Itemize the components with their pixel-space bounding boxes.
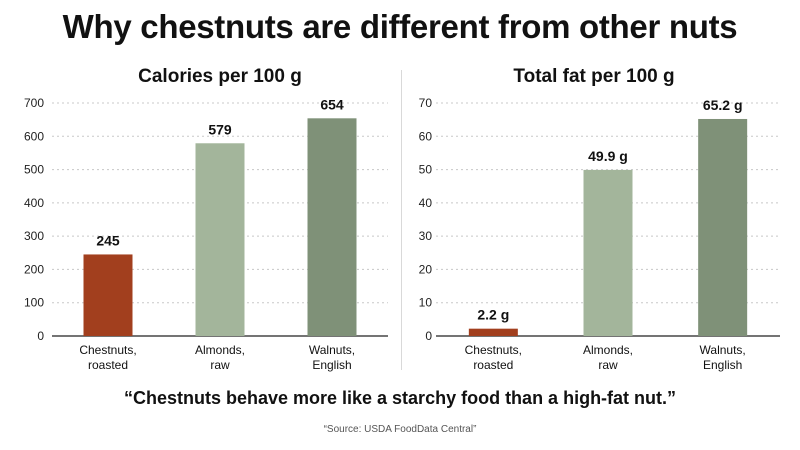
fat-category-label: Almonds, raw — [583, 343, 633, 372]
calories-y-tick-label: 200 — [24, 262, 44, 276]
source-note: “Source: USDA FoodData Central” — [323, 424, 477, 435]
fat-bar — [583, 169, 633, 336]
calories-y-tick-label: 400 — [24, 196, 44, 210]
fat-y-tick-label: 60 — [419, 129, 433, 143]
calories-category-label: Walnuts, English — [309, 343, 355, 372]
calories-y-tick-label: 300 — [24, 229, 44, 243]
fat-category-label: Walnuts, English — [700, 343, 746, 372]
fat-chart: 0 10 20 30 40 50 60 70 2.2 g Chestnuts, roasted 49.… — [419, 96, 780, 372]
fat-value-label: 49.9 g — [588, 148, 628, 164]
calories-bar — [195, 143, 245, 336]
fat-y-tick-label: 70 — [419, 96, 433, 110]
fat-bar — [698, 118, 748, 336]
fat-category-label: Chestnuts, roasted — [465, 343, 522, 372]
fat-value-label: 2.2 g — [477, 307, 509, 323]
calories-y-tick-label: 700 — [24, 96, 44, 110]
fat-chart-title: Total fat per 100 g — [513, 66, 675, 87]
fat-y-tick-label: 20 — [419, 262, 433, 276]
calories-value-label: 579 — [208, 121, 232, 137]
calories-category-label: Chestnuts, roasted — [79, 343, 136, 372]
calories-y-tick-label: 100 — [24, 296, 44, 310]
calories-bar — [83, 254, 133, 336]
calories-value-label: 245 — [96, 232, 120, 248]
fat-y-tick-label: 30 — [419, 229, 433, 243]
calories-chart: 0 100 200 300 400 500 600 700 245 Chestnuts, roast… — [24, 96, 388, 372]
calories-chart-title: Calories per 100 g — [138, 66, 302, 87]
fat-y-tick-label: 50 — [419, 163, 433, 177]
fat-y-tick-label: 0 — [425, 329, 432, 343]
calories-y-tick-label: 0 — [37, 329, 44, 343]
panel-divider — [401, 70, 402, 370]
calories-y-tick-label: 500 — [24, 163, 44, 177]
calories-y-tick-label: 600 — [24, 129, 44, 143]
fat-y-tick-label: 10 — [419, 296, 433, 310]
page-title: Why chestnuts are different from other n… — [62, 8, 738, 45]
calories-bar — [307, 118, 357, 336]
fat-bar — [468, 328, 518, 336]
calories-value-label: 654 — [320, 96, 344, 112]
fat-value-label: 65.2 g — [703, 97, 743, 113]
fat-y-tick-label: 40 — [419, 196, 433, 210]
calories-category-label: Almonds, raw — [195, 343, 245, 372]
quote-text: “Chestnuts behave more like a starchy fo… — [123, 388, 677, 408]
